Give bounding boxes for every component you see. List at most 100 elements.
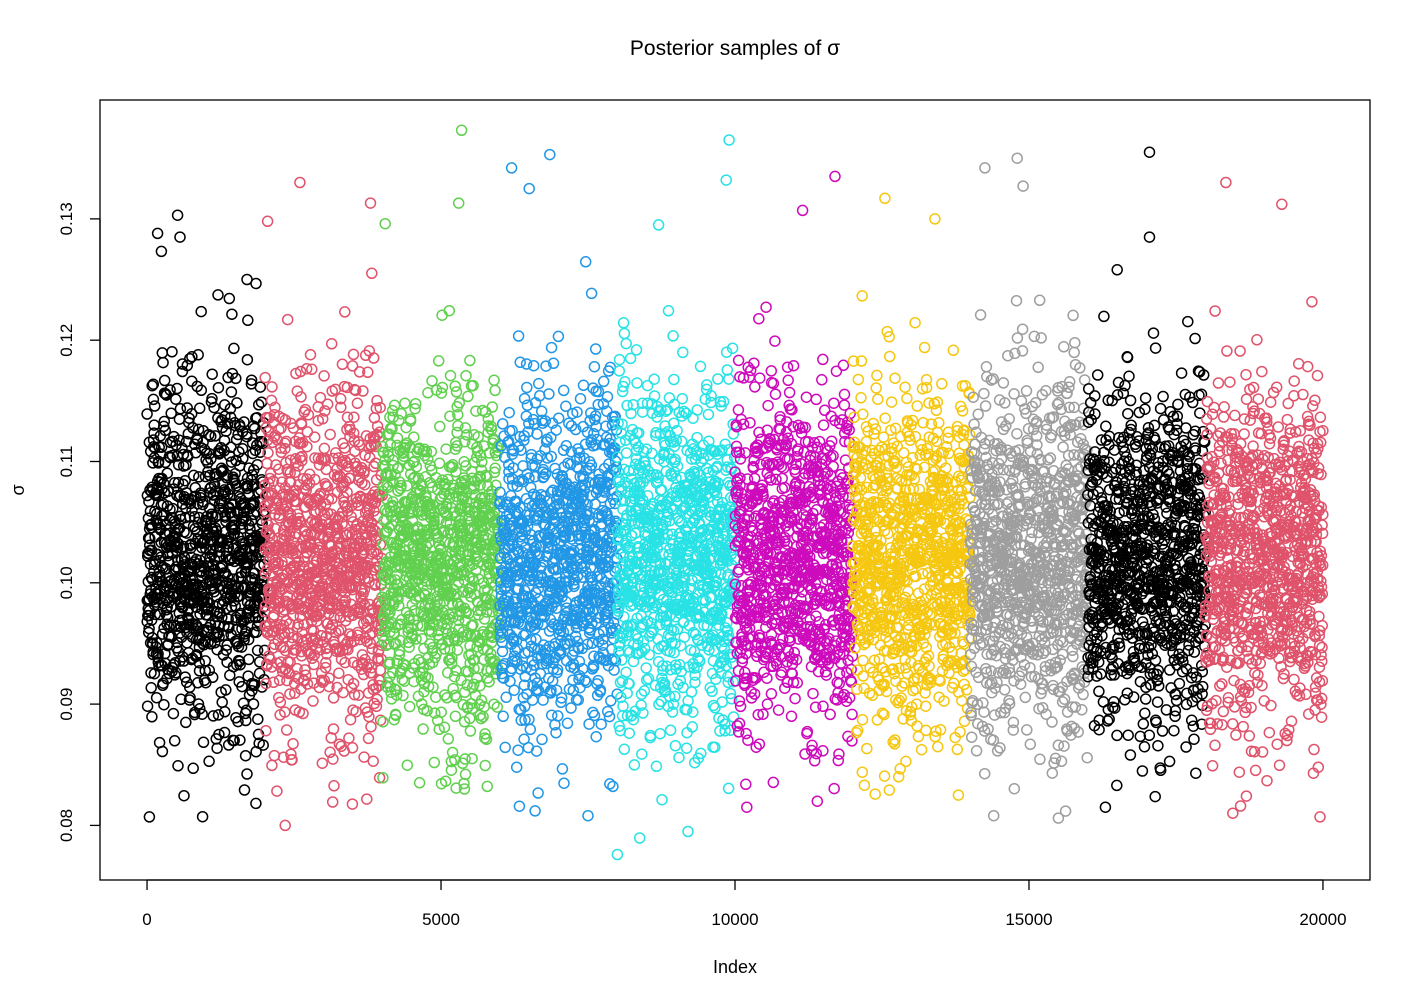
data-point [294, 176, 306, 189]
data-point [141, 408, 153, 420]
data-point [423, 537, 435, 549]
data-point [311, 615, 323, 627]
data-point [678, 631, 691, 643]
data-point [269, 620, 282, 633]
data-point [180, 435, 193, 448]
data-point [443, 304, 456, 317]
data-point [452, 197, 465, 209]
data-point [238, 416, 250, 428]
data-point [410, 461, 423, 473]
data-point [556, 763, 569, 775]
data-point [358, 751, 370, 763]
series-5 [611, 134, 741, 861]
data-point [316, 413, 329, 425]
data-point [147, 393, 160, 406]
data-point [205, 430, 217, 443]
data-point [650, 760, 663, 773]
data-point [252, 713, 264, 725]
data-point [318, 509, 331, 522]
data-point [352, 626, 364, 639]
data-point [158, 698, 170, 711]
data-point [342, 460, 354, 473]
data-point [295, 418, 308, 431]
data-point [187, 469, 200, 482]
data-point [151, 227, 164, 240]
data-point [212, 289, 224, 301]
data-point [152, 648, 164, 660]
data-point [193, 656, 206, 669]
data-point [296, 450, 308, 463]
data-point [259, 371, 271, 384]
data-point [497, 710, 509, 723]
data-point [588, 709, 601, 722]
data-point [425, 626, 438, 638]
data-point [206, 368, 218, 380]
data-point [228, 342, 240, 355]
data-point [251, 644, 264, 657]
data-point [199, 655, 212, 667]
data-point [231, 397, 243, 409]
data-point [385, 686, 397, 698]
data-point [429, 707, 441, 719]
data-point [320, 656, 332, 669]
data-point [408, 675, 420, 688]
series-3 [376, 124, 506, 795]
data-point [489, 384, 501, 397]
data-point [144, 532, 156, 545]
data-point [427, 681, 439, 693]
data-point [466, 752, 478, 765]
data-point [544, 148, 556, 161]
data-point [460, 369, 472, 382]
data-point [192, 349, 204, 361]
series-2 [258, 176, 388, 832]
data-point [247, 698, 260, 710]
data-point [379, 454, 392, 466]
data-point [196, 541, 208, 554]
data-point [371, 693, 383, 706]
data-point [408, 431, 420, 443]
data-point [326, 796, 339, 808]
data-point [159, 424, 172, 437]
data-point [184, 691, 196, 704]
data-point [557, 384, 570, 397]
data-point [334, 393, 347, 405]
data-point [449, 710, 462, 723]
data-point [500, 691, 512, 704]
data-point [279, 437, 291, 449]
data-point [616, 654, 628, 666]
data-point [585, 287, 598, 300]
data-point [640, 662, 652, 674]
data-point [280, 724, 293, 736]
data-point [294, 365, 307, 378]
data-point [242, 479, 254, 492]
data-point [188, 511, 201, 523]
data-point [421, 704, 433, 717]
data-point [521, 381, 533, 394]
data-point [669, 739, 682, 752]
data-point [164, 384, 176, 396]
data-point [354, 491, 367, 504]
data-point [383, 521, 395, 534]
data-point [319, 455, 332, 467]
data-point [721, 364, 734, 376]
data-point [299, 664, 311, 676]
data-point [186, 351, 198, 363]
data-point [391, 432, 404, 444]
data-point [323, 672, 335, 684]
data-point [306, 363, 318, 376]
data-point [230, 433, 243, 446]
data-point [450, 386, 463, 398]
data-point [156, 745, 169, 758]
data-point [510, 761, 523, 773]
data-point [145, 614, 158, 626]
data-point [252, 399, 265, 411]
data-point [191, 380, 203, 393]
data-point [382, 446, 394, 458]
data-point [222, 613, 234, 625]
data-point [334, 538, 346, 550]
data-point [486, 401, 499, 413]
data-point [234, 659, 246, 671]
data-point [620, 337, 632, 350]
data-point [308, 431, 321, 443]
data-point [171, 541, 184, 554]
